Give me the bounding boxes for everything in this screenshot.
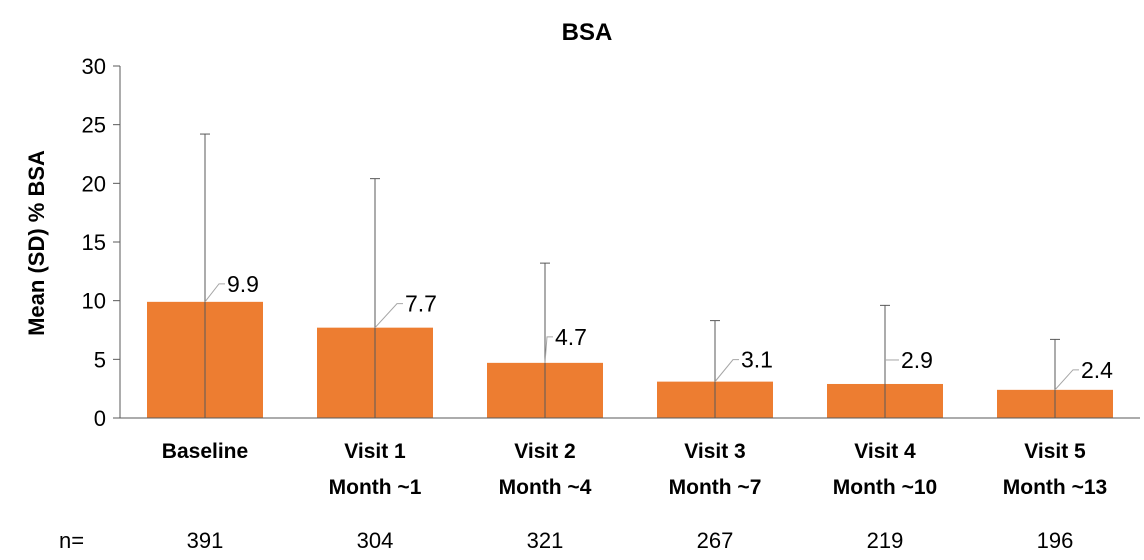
n-value: 267 [697, 528, 734, 553]
x-tick-label: Visit 4 [854, 440, 916, 463]
x-tick-label: Month ~10 [833, 476, 937, 499]
data-label-leader [544, 336, 553, 363]
data-label: 9.9 [227, 271, 259, 297]
x-tick-label: Month ~1 [329, 476, 422, 499]
x-axis-ticks: Baseline Visit 1 Month ~1 Visit 2 Month ~4 Vi… [162, 440, 1107, 499]
n-value: 304 [357, 528, 394, 553]
data-label-leader [714, 359, 739, 382]
x-tick-label: Visit 5 [1024, 440, 1086, 463]
x-tick-label: Visit 2 [514, 440, 575, 463]
n-value: 219 [867, 528, 904, 553]
data-label: 7.7 [405, 291, 437, 317]
y-tick-label: 20 [82, 171, 106, 196]
data-label: 2.9 [901, 347, 933, 373]
y-axis-ticks: 0 5 10 15 20 25 30 [82, 54, 120, 431]
bars: 9.9 7.7 4.7 3.1 2.9 2.4 [147, 133, 1113, 418]
x-tick-label: Visit 1 [344, 440, 406, 463]
y-axis-label: Mean (SD) % BSA [24, 150, 49, 336]
data-label-leader [1054, 369, 1079, 391]
data-label: 3.1 [741, 347, 773, 373]
y-tick-label: 30 [82, 54, 106, 79]
data-label: 2.4 [1081, 357, 1113, 383]
n-value: 391 [187, 528, 224, 553]
x-tick-label: Month ~4 [499, 476, 592, 499]
n-row: n= 391 304 321 267 219 196 [59, 528, 1073, 553]
data-label: 4.7 [555, 324, 587, 350]
n-value: 196 [1037, 528, 1074, 553]
y-tick-label: 10 [82, 289, 106, 314]
y-tick-label: 5 [94, 347, 106, 372]
data-label-leader [374, 303, 403, 328]
y-tick-label: 0 [94, 406, 106, 431]
x-tick-label: Visit 3 [684, 440, 745, 463]
data-label-leader [204, 283, 225, 303]
chart-title: BSA [562, 19, 613, 46]
x-tick-label: Month ~13 [1003, 476, 1107, 499]
y-tick-label: 15 [82, 230, 106, 255]
x-tick-label: Baseline [162, 440, 248, 463]
x-tick-label: Month ~7 [669, 476, 762, 499]
n-prefix-label: n= [59, 528, 84, 553]
y-tick-label: 25 [82, 113, 106, 138]
n-value: 321 [527, 528, 564, 553]
